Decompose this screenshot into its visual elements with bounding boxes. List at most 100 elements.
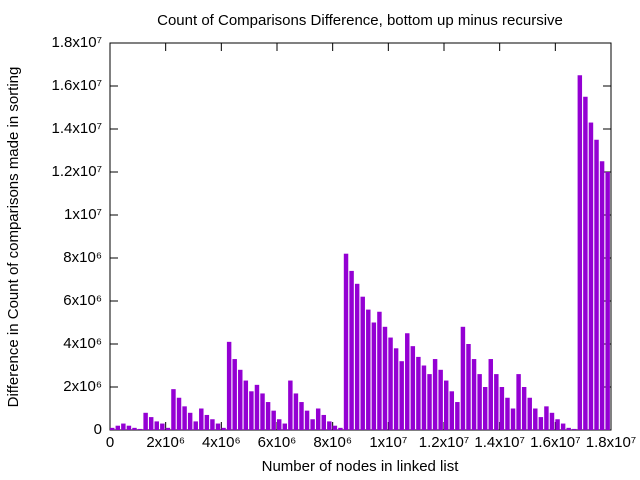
bar [215,423,221,430]
bar [560,423,566,430]
bar [544,406,549,430]
bar [494,374,499,430]
bar [277,419,282,430]
bar [538,417,544,430]
bar [249,391,254,430]
x-tick-label: 0 [106,434,114,451]
bar [232,359,237,430]
chart-title: Count of Comparisons Difference, bottom … [157,12,563,29]
bar [332,425,338,430]
y-tick-label: 1x10⁷ [64,206,102,223]
bar [399,361,404,430]
bar [199,408,204,430]
bar [165,427,171,430]
x-tick-label: 1.2x10⁷ [419,434,469,451]
bar [349,270,354,430]
bar [405,333,410,430]
bar [393,348,399,430]
bar [343,253,349,430]
bar [572,428,577,430]
bar [121,423,126,430]
bar [143,412,148,430]
x-tick-label: 1.8x10⁷ [586,434,636,451]
y-tick-label: 1.4x10⁷ [52,120,102,137]
bar [438,369,443,430]
bar [321,414,326,430]
bar [477,374,482,430]
y-axis-label: Difference in Count of comparisons made … [5,67,22,408]
bar [377,311,382,430]
bar [444,380,449,430]
y-tick-label: 4x10⁶ [63,335,102,352]
x-tick-label: 4x10⁶ [202,434,241,451]
y-tick-label: 6x10⁶ [63,292,102,309]
x-tick-label: 1.4x10⁷ [474,434,524,451]
bar [510,408,516,430]
bar [410,346,416,430]
bar [265,402,271,430]
bar [171,389,176,430]
bar [416,356,421,430]
bar [421,365,427,430]
bar [533,408,538,430]
bar [360,296,365,430]
x-tick-label: 1.6x10⁷ [530,434,580,451]
bar [577,75,583,430]
bar [516,374,521,430]
bar [521,387,527,430]
bar [466,344,471,430]
bar [549,412,555,430]
bar [226,341,232,430]
bar [460,326,466,430]
bar [204,414,210,430]
bar [488,359,493,430]
bar [221,427,226,430]
bar [288,380,293,430]
x-tick-label: 8x10⁶ [313,434,352,451]
x-tick-label: 1x10⁷ [369,434,407,451]
bar [555,419,560,430]
bar [471,359,477,430]
y-tick-label: 2x10⁶ [63,378,102,395]
y-tick-label: 1.8x10⁷ [52,34,102,51]
bar [354,283,360,430]
bar [210,419,215,430]
bar [499,387,505,430]
bar [193,421,198,430]
bar [327,421,332,430]
bar [588,122,594,431]
bar [527,397,532,430]
bar [154,421,159,430]
x-tick-label: 6x10⁶ [258,434,297,451]
bar [382,326,388,430]
bar [315,408,321,430]
bar [160,423,165,430]
bar [282,423,288,430]
bar [566,427,571,430]
y-tick-label: 1.6x10⁷ [52,77,102,94]
bar [388,337,393,430]
bar [271,410,276,430]
bar [605,172,610,430]
bar [371,322,377,430]
bar [260,393,265,430]
bar [482,387,488,430]
bar [455,402,460,430]
y-tick-label: 8x10⁶ [63,249,102,266]
bar [176,397,182,430]
bar [594,139,599,430]
x-axis-label: Number of nodes in linked list [262,458,460,475]
bar [137,428,143,430]
bar [132,427,137,430]
bar [254,384,260,430]
bar [449,391,455,430]
bar [432,359,438,430]
bar [243,380,249,430]
x-tick-label: 2x10⁶ [146,434,185,451]
bar [505,397,510,430]
bar [293,393,299,430]
bar [427,374,432,430]
bar [599,161,605,430]
bar [366,309,371,430]
